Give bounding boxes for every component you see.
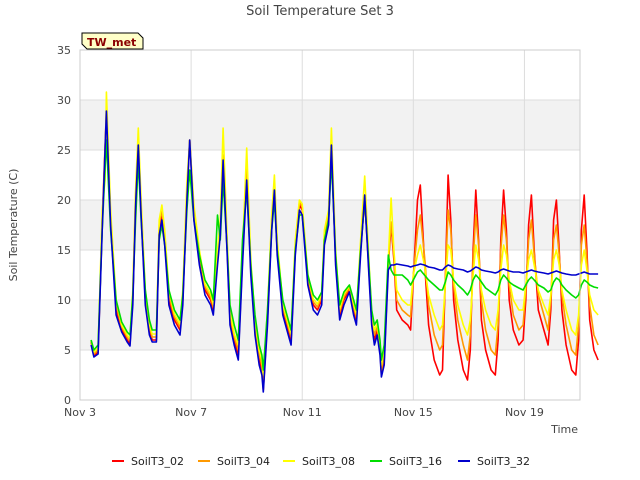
x-tick-label: Nov 15: [394, 406, 433, 419]
legend: SoilT3_02 SoilT3_04 SoilT3_08 SoilT3_16 Soil…: [112, 455, 530, 468]
x-tick-label: Nov 7: [175, 406, 207, 419]
x-tick-label: Nov 19: [505, 406, 544, 419]
y-tick-label: 25: [57, 144, 71, 157]
plot-band: [80, 250, 580, 300]
y-tick-label: 35: [57, 44, 71, 57]
series-lines: [90, 91, 599, 393]
x-tick-label: Nov 11: [283, 406, 322, 419]
legend-label: SoilT3_16: [389, 455, 442, 468]
site-badge-box: [81, 32, 144, 50]
y-tick-label: 15: [57, 244, 71, 257]
y-tick-label: 5: [64, 344, 71, 357]
plot-band: [80, 350, 580, 400]
y-axis-title: Soil Temperature (C): [7, 169, 20, 282]
plot-band: [80, 100, 580, 150]
y-tick-label: 30: [57, 94, 71, 107]
legend-label: SoilT3_02: [131, 455, 184, 468]
y-tick-label: 0: [64, 394, 71, 407]
x-axis-title: Time: [550, 423, 578, 436]
plot-band: [80, 50, 580, 100]
x-tick-label: Nov 3: [64, 406, 96, 419]
y-tick-label: 10: [57, 294, 71, 307]
y-axis-ticks: 0 5 10 15 20 25 30 35: [57, 44, 71, 407]
plot-frame: [79, 49, 581, 401]
chart-title: Soil Temperature Set 3: [246, 4, 394, 19]
legend-label: SoilT3_32: [477, 455, 530, 468]
series-line-soilt3-32: [90, 110, 599, 393]
site-badge-label: TW_met: [87, 36, 136, 49]
site-badge: TW_met: [81, 32, 144, 50]
y-tick-label: 20: [57, 194, 71, 207]
legend-label: SoilT3_04: [217, 455, 270, 468]
legend-label: SoilT3_08: [302, 455, 355, 468]
x-axis-ticks: Nov 3 Nov 7 Nov 11 Nov 15 Nov 19: [64, 406, 544, 419]
